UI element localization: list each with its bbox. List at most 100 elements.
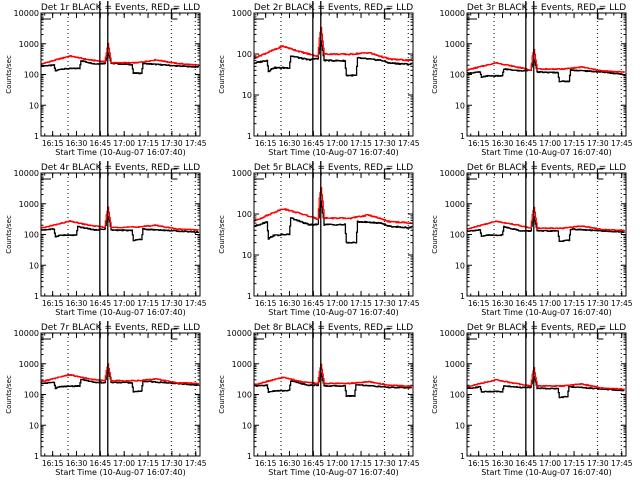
lld-series-line	[467, 206, 626, 232]
x-axis-label: Start Time (10-Aug-07 16:07:40)	[55, 468, 186, 477]
bracket-mark	[596, 168, 604, 180]
detector-panel: 1 10 100 1000 10000 16:15 16:30 16:45 17:00 17:15…	[431, 161, 633, 317]
panel-title: Det 9r BLACK = Events, RED = LLD	[467, 323, 626, 333]
x-tick-label: 17:45	[611, 299, 633, 308]
x-tick-label: 17:00	[326, 299, 348, 308]
x-tick-label: 16:45	[303, 299, 325, 308]
panel-title: Det 3r BLACK = Events, RED = LLD	[467, 3, 626, 13]
x-tick-label: 16:15	[255, 459, 277, 468]
x-tick-label: 17:30	[587, 299, 609, 308]
plot-frame	[466, 332, 627, 457]
y-tick-label: 100	[24, 71, 39, 80]
events-series-line	[254, 372, 413, 398]
x-tick-label: 17:30	[587, 139, 609, 148]
y-tick-label: 10000	[440, 169, 465, 178]
x-tick-label: 16:30	[66, 459, 88, 468]
y-axis-label: Counts/sec	[218, 375, 226, 414]
events-series-line	[41, 52, 200, 75]
bracket-mark	[253, 172, 264, 180]
bracket-mark	[170, 328, 178, 340]
x-tick-label: 16:45	[516, 299, 538, 308]
x-tick-label: 16:15	[255, 139, 277, 148]
y-tick-label: 1000	[19, 40, 39, 49]
events-series-line	[254, 40, 413, 77]
x-tick-label: 17:15	[563, 299, 585, 308]
x-tick-label: 17:15	[563, 459, 585, 468]
events-series-line	[41, 216, 200, 242]
lld-series-line	[254, 363, 413, 388]
bracket-mark	[170, 8, 178, 20]
x-tick-label: 17:00	[539, 139, 561, 148]
x-tick-label: 17:30	[161, 139, 183, 148]
y-tick-label: 1	[34, 132, 39, 141]
y-tick-label: 1000	[19, 360, 39, 369]
x-tick-label: 17:00	[113, 139, 135, 148]
x-tick-label: 17:00	[113, 299, 135, 308]
x-tick-label: 17:45	[611, 459, 633, 468]
x-tick-label: 17:00	[113, 459, 135, 468]
y-tick-label: 1000	[19, 200, 39, 209]
lld-series-line	[254, 27, 413, 62]
events-series-line	[41, 369, 200, 393]
plot-frame	[253, 172, 414, 297]
detector-panel: 1 10 100 1000 10000 16:15 16:30 16:45 17:00 17:15…	[5, 1, 207, 157]
x-tick-label: 17:15	[137, 139, 159, 148]
x-tick-label: 16:45	[90, 139, 112, 148]
x-tick-label: 17:45	[185, 459, 207, 468]
x-axis-label: Start Time (10-Aug-07 16:07:40)	[268, 148, 399, 157]
y-tick-label: 1	[460, 292, 465, 301]
detector-panel: 1 10 100 1000 10000 16:15 16:30 16:45 17:00 17:15…	[218, 321, 420, 477]
x-tick-label: 17:15	[350, 299, 372, 308]
y-axis-label: Counts/sec	[5, 215, 13, 254]
bracket-mark	[383, 168, 391, 180]
x-tick-label: 17:15	[350, 459, 372, 468]
y-axis-label: Counts/sec	[431, 215, 439, 254]
x-axis-label: Start Time (10-Aug-07 16:07:40)	[55, 308, 186, 317]
panel-title: Det 8r BLACK = Events, RED = LLD	[254, 323, 413, 333]
y-tick-label: 100	[237, 50, 252, 59]
x-tick-label: 17:45	[185, 139, 207, 148]
lld-series-line	[41, 363, 200, 385]
y-tick-label: 1000	[445, 200, 465, 209]
x-tick-label: 16:15	[42, 139, 64, 148]
y-tick-label: 10	[29, 421, 39, 430]
panel-title: Det 4r BLACK = Events, RED = LLD	[41, 163, 200, 173]
x-tick-label: 17:30	[374, 459, 396, 468]
detector-panel: 1 10 100 1000 10000 16:15 16:30 16:45 17:00 17:15…	[5, 321, 207, 477]
bracket-mark	[383, 8, 391, 20]
events-series-line	[254, 200, 413, 244]
detector-panel: 1 10 100 1000 16:15 16:30 16:45 17:00 17:15 17:30…	[218, 161, 420, 317]
x-tick-label: 17:45	[611, 139, 633, 148]
x-tick-label: 16:30	[492, 459, 514, 468]
y-tick-label: 10000	[227, 329, 252, 338]
x-tick-label: 17:00	[326, 459, 348, 468]
x-tick-label: 16:45	[516, 139, 538, 148]
x-axis-label: Start Time (10-Aug-07 16:07:40)	[481, 308, 612, 317]
bracket-mark	[596, 8, 604, 20]
y-tick-label: 10	[242, 251, 252, 260]
x-tick-label: 17:45	[398, 139, 420, 148]
x-axis-label: Start Time (10-Aug-07 16:07:40)	[55, 148, 186, 157]
y-tick-label: 1000	[232, 360, 252, 369]
x-tick-label: 16:15	[468, 299, 490, 308]
x-tick-label: 16:30	[279, 299, 301, 308]
x-tick-label: 17:15	[137, 299, 159, 308]
y-tick-label: 10	[29, 101, 39, 110]
plot-frame	[466, 12, 627, 137]
y-tick-label: 100	[24, 231, 39, 240]
y-axis-label: Counts/sec	[218, 55, 226, 94]
events-series-line	[467, 376, 625, 399]
x-tick-label: 16:30	[279, 459, 301, 468]
y-tick-label: 1	[247, 292, 252, 301]
y-tick-label: 100	[237, 391, 252, 400]
y-axis-label: Counts/sec	[431, 375, 439, 414]
y-tick-label: 1	[34, 292, 39, 301]
x-tick-label: 16:45	[90, 459, 112, 468]
x-axis-label: Start Time (10-Aug-07 16:07:40)	[481, 468, 612, 477]
plot-frame	[253, 332, 414, 457]
x-tick-label: 16:45	[90, 299, 112, 308]
x-tick-label: 17:15	[563, 139, 585, 148]
x-axis-label: Start Time (10-Aug-07 16:07:40)	[268, 468, 399, 477]
x-tick-label: 17:00	[539, 459, 561, 468]
